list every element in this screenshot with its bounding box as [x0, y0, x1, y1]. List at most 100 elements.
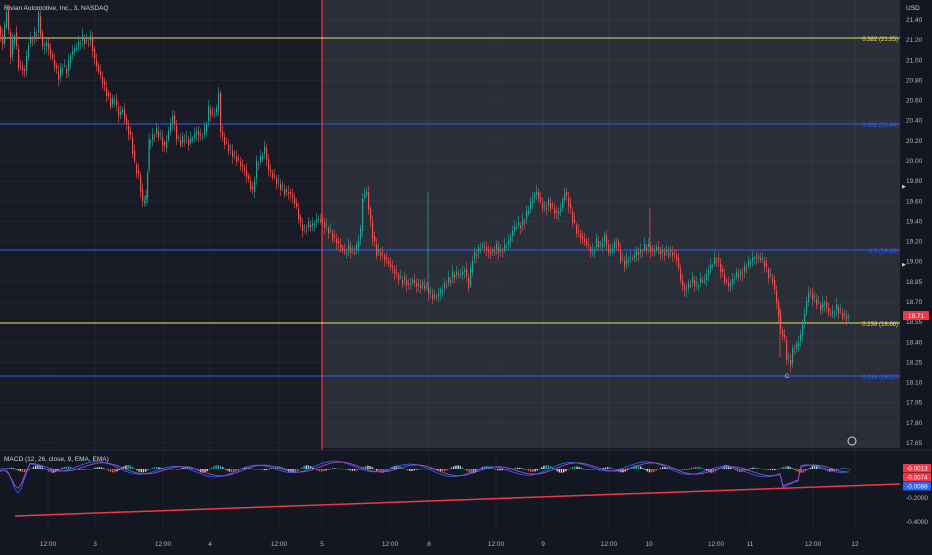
candle-body — [10, 32, 12, 58]
candle-body — [474, 252, 476, 259]
macd-histogram-bar — [787, 466, 789, 469]
candle-body — [172, 115, 174, 124]
macd-pane: MACD (12, 26, close, 9, EMA, EMA) -0.2000… — [0, 449, 932, 526]
candle-body — [414, 280, 416, 283]
candle-body — [416, 282, 418, 287]
candle-body — [848, 316, 850, 318]
macd-histogram-bar — [373, 468, 376, 470]
candle-body — [544, 205, 546, 207]
macd-histogram-bar — [294, 469, 296, 473]
candle-body — [300, 216, 302, 223]
candle-body — [112, 98, 114, 105]
trend-line[interactable] — [14, 483, 901, 517]
candle-body — [318, 218, 320, 220]
candle-body — [98, 65, 100, 72]
candle-body — [204, 128, 206, 135]
macd-histogram-bar — [743, 469, 745, 472]
candle-body — [148, 139, 150, 171]
candle-body — [572, 211, 574, 223]
macd-histogram-bar — [153, 467, 156, 469]
macd-histogram-bar — [103, 468, 105, 469]
macd-histogram-bar — [50, 469, 52, 473]
macd-histogram-bar — [404, 469, 406, 470]
macd-histogram-bar — [411, 469, 413, 471]
scale-marker-icon: ▶ — [902, 184, 906, 190]
candle-body — [476, 255, 478, 257]
x-tick-label: 12:00 — [155, 541, 172, 548]
macd-histogram-bar — [446, 469, 448, 471]
candle-body — [826, 302, 828, 308]
candle-body — [776, 291, 778, 303]
macd-histogram-bar — [365, 465, 367, 469]
macd-histogram-bar — [131, 466, 134, 469]
candle-body — [16, 32, 18, 47]
macd-value-badge — [903, 473, 931, 482]
candle-body — [682, 280, 684, 287]
macd-histogram-bar — [114, 469, 116, 473]
macd-histogram-bar — [776, 469, 778, 470]
candle-body — [548, 199, 550, 206]
candle-body — [136, 164, 138, 174]
candle-body — [824, 303, 826, 305]
macd-histogram-bar — [116, 469, 118, 472]
candle-body — [182, 136, 184, 143]
candle-body — [742, 274, 744, 276]
macd-histogram-bar — [646, 469, 648, 472]
candle-body — [578, 230, 580, 232]
candle-body — [262, 155, 264, 160]
x-tick-label: 12:00 — [382, 541, 399, 548]
y-tick-label: 18.40 — [906, 339, 923, 346]
macd-histogram-bar — [571, 467, 574, 469]
candle-body — [536, 191, 538, 195]
candle-body — [278, 180, 280, 182]
candle-body — [140, 175, 142, 192]
candle-body — [178, 136, 180, 138]
candle-body — [380, 252, 382, 256]
macd-histogram-bar — [464, 469, 466, 470]
macd-histogram-bar — [838, 468, 840, 470]
macd-histogram-bar — [24, 469, 26, 472]
candle-body — [382, 252, 384, 254]
magnet-icon[interactable] — [847, 436, 857, 446]
candle-body — [288, 192, 290, 194]
candle-body — [526, 211, 528, 220]
candle-body — [130, 131, 132, 135]
macd-histogram-bar — [769, 469, 772, 470]
candle-body — [224, 137, 226, 145]
candle-body — [748, 261, 750, 267]
macd-histogram-bar — [593, 469, 596, 470]
macd-histogram-bar — [424, 468, 426, 470]
candle-body — [674, 252, 676, 254]
candle-body — [94, 49, 96, 59]
candle-body — [64, 65, 66, 67]
candle-body — [782, 329, 784, 337]
macd-histogram-bar — [178, 469, 180, 470]
macd-histogram-bar — [158, 467, 160, 469]
macd-histogram-bar — [307, 465, 310, 469]
candle-body — [320, 219, 322, 222]
macd-histogram-bar — [534, 469, 536, 472]
macd-histogram-bar — [244, 467, 246, 469]
candle-body — [106, 87, 108, 97]
candle-body — [554, 208, 556, 214]
macd-histogram-bar — [211, 467, 213, 469]
candle-body — [778, 302, 780, 316]
macd-histogram-bar — [268, 469, 270, 470]
macd-histogram-bar — [140, 469, 142, 473]
y-tick-label: 18.25 — [906, 359, 923, 366]
y-tick-label: 19.20 — [906, 239, 923, 246]
macd-histogram-bar — [105, 469, 107, 470]
macd-histogram-bar — [686, 469, 688, 470]
y-tick-label: 20.40 — [906, 118, 923, 125]
candle-body — [52, 54, 54, 59]
macd-histogram-bar — [323, 469, 325, 472]
macd-histogram-bar — [558, 469, 560, 473]
macd-histogram-bar — [360, 468, 362, 469]
macd-histogram-bar — [582, 468, 585, 470]
macd-histogram-bar — [175, 469, 178, 470]
macd-histogram-bar — [120, 468, 123, 469]
x-tick-label: 12:00 — [40, 541, 57, 548]
macd-histogram-bar — [305, 465, 307, 469]
